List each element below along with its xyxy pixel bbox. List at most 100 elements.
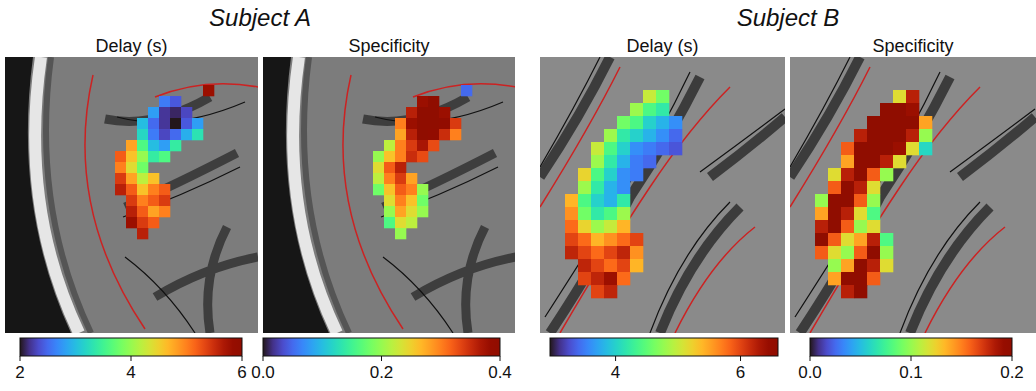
- heatmap-cell: [395, 173, 406, 184]
- heatmap-cell: [669, 142, 682, 155]
- heatmap-cell: [841, 207, 854, 220]
- heatmap-cell: [617, 259, 630, 272]
- heatmap-cell: [137, 140, 148, 151]
- heatmap-cell: [893, 103, 906, 116]
- heatmap-cell: [880, 103, 893, 116]
- heatmap-cell: [428, 129, 439, 140]
- heatmap-cell: [137, 195, 148, 206]
- heatmap-cell: [630, 142, 643, 155]
- heatmap-cell: [126, 140, 137, 151]
- heatmap-cell: [630, 246, 643, 259]
- heatmap-cell: [669, 129, 682, 142]
- heatmap-cell: [604, 259, 617, 272]
- heatmap-cell: [439, 129, 450, 140]
- heatmap-cell: [417, 107, 428, 118]
- heatmap-cell: [373, 184, 384, 195]
- heatmap-cell: [428, 140, 439, 151]
- heatmap-cell: [395, 140, 406, 151]
- heatmap-cell: [867, 207, 880, 220]
- heatmap-cell: [906, 142, 919, 155]
- heatmap-cell: [867, 142, 880, 155]
- heatmap-cell: [148, 129, 159, 140]
- colorbar-tick-label: 4: [611, 363, 620, 382]
- heatmap-cell: [417, 184, 428, 195]
- heatmap-cell: [450, 118, 461, 129]
- contour-red: [343, 75, 515, 329]
- heatmap-cell: [604, 285, 617, 298]
- heatmap-cell: [617, 168, 630, 181]
- heatmap-cell: [591, 168, 604, 181]
- heatmap-cell: [656, 103, 669, 116]
- heatmap-cell: [854, 155, 867, 168]
- heatmap-cell: [395, 162, 406, 173]
- heatmap-cell: [841, 181, 854, 194]
- colorbar-tick-label: 0.2: [1000, 363, 1024, 382]
- colorbar: [20, 338, 242, 356]
- panel-title: Specificity: [872, 36, 953, 56]
- heatmap-cell: [617, 233, 630, 246]
- heatmap-cell: [880, 168, 893, 181]
- heatmap-cell: [841, 259, 854, 272]
- heatmap-cell: [854, 207, 867, 220]
- mri-background: [263, 57, 515, 333]
- heatmap-cell: [815, 194, 828, 207]
- heatmap-cell: [384, 184, 395, 195]
- heatmap-cell: [604, 246, 617, 259]
- heatmap-cell: [406, 107, 417, 118]
- mri-sulcus: [790, 57, 1035, 333]
- heatmap-cell: [867, 129, 880, 142]
- heatmap-cell: [159, 118, 170, 129]
- heatmap-cell: [115, 184, 126, 195]
- heatmap-cell: [159, 151, 170, 162]
- figure: Subject ASubject BDelay (s)246Specificit…: [0, 0, 1036, 391]
- panel: [263, 57, 515, 333]
- heatmap-cell: [617, 194, 630, 207]
- colorbar: [263, 338, 500, 356]
- heatmap-cell: [406, 129, 417, 140]
- heatmap-cell: [828, 272, 841, 285]
- heatmap-cell: [137, 206, 148, 217]
- heatmap-cell: [656, 116, 669, 129]
- heatmap-cell: [578, 259, 591, 272]
- heatmap-cell: [893, 116, 906, 129]
- contour-red: [790, 67, 1005, 333]
- heatmap-cell: [630, 168, 643, 181]
- heatmap-cell: [643, 116, 656, 129]
- heatmap-cell: [893, 90, 906, 103]
- colorbar-tick-label: 2: [15, 363, 24, 382]
- heatmap-cell: [384, 140, 395, 151]
- colorbar-tick: [740, 356, 741, 361]
- heatmap-cell: [395, 118, 406, 129]
- heatmap-cell: [815, 233, 828, 246]
- heatmap-cell: [159, 184, 170, 195]
- heatmap-cell: [604, 142, 617, 155]
- heatmap-cell: [591, 259, 604, 272]
- heatmap-cell: [669, 116, 682, 129]
- colorbar-tick: [1012, 356, 1013, 361]
- heatmap-cell: [406, 206, 417, 217]
- heatmap-cell: [841, 220, 854, 233]
- heatmap-cell: [841, 194, 854, 207]
- heatmap-cell: [656, 142, 669, 155]
- mri-sulcus: [363, 97, 515, 333]
- heatmap-cell: [148, 118, 159, 129]
- heatmap-cell: [854, 194, 867, 207]
- heatmap-cell: [148, 173, 159, 184]
- heatmap-cell: [159, 96, 170, 107]
- heatmap-cell: [181, 118, 192, 129]
- heatmap-cell: [428, 107, 439, 118]
- colorbar-tick-label: 0.0: [251, 363, 275, 382]
- heatmap-cell: [578, 168, 591, 181]
- heatmap-cell: [617, 155, 630, 168]
- contour-black: [540, 57, 785, 333]
- heatmap-cell: [617, 181, 630, 194]
- mri-sulcus: [105, 97, 258, 333]
- heatmap-cell: [854, 259, 867, 272]
- heatmap-cell: [565, 246, 578, 259]
- heatmap-cell: [854, 272, 867, 285]
- heatmap-cell: [192, 118, 203, 129]
- heatmap-cell: [395, 184, 406, 195]
- heatmap-cell: [159, 129, 170, 140]
- heatmap-cell: [841, 272, 854, 285]
- heatmap-cell: [880, 246, 893, 259]
